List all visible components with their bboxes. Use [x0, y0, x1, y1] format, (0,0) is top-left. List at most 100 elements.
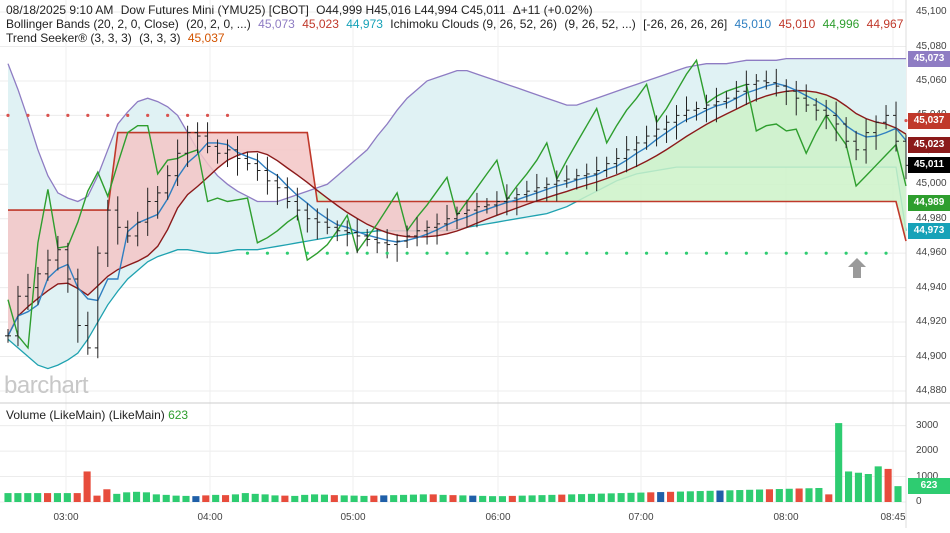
- bb-label: Bollinger Bands (20, 2, 0, Close): [6, 17, 179, 31]
- volume-bar: [607, 493, 615, 502]
- volume-bar: [172, 495, 180, 502]
- volume-bar: [24, 493, 32, 502]
- volume-bar: [726, 490, 734, 502]
- volume-label: Volume (LikeMain) (LikeMain) 623: [6, 408, 188, 422]
- price-badge: 45,011: [908, 157, 950, 174]
- ichimoku-label: Ichimoku Clouds (9, 26, 52, 26): [390, 17, 558, 31]
- volume-tick-label: 3000: [916, 419, 939, 431]
- trend-seeker-dot: [565, 251, 569, 255]
- ichimoku-cloud-red: [8, 132, 537, 336]
- volume-bar: [657, 492, 665, 502]
- trend-seeker-dot: [804, 251, 808, 255]
- trend-seeker-dot: [365, 251, 369, 255]
- ichimoku-cloud-green: [317, 90, 906, 242]
- time-tick-label: 08:45: [880, 512, 906, 523]
- ichimoku-value-4: 44,967: [866, 17, 904, 31]
- trend-seeker-dot: [445, 251, 449, 255]
- price-tick-label: 45,060: [916, 74, 947, 86]
- volume-bar: [587, 493, 595, 502]
- time-tick-label: 03:00: [53, 512, 79, 523]
- trend-seeker-dot: [884, 251, 888, 255]
- volume-bar: [508, 495, 516, 502]
- trend-seeker-dot: [126, 113, 130, 117]
- trend-seeker-dot: [664, 251, 669, 255]
- price-tick-label: 45,080: [916, 40, 947, 52]
- volume-bar: [4, 493, 12, 502]
- price-badge: 44,973: [908, 222, 950, 239]
- volume-tick-label: 0: [916, 496, 922, 507]
- volume-bar: [14, 493, 22, 502]
- time-tick-label: 08:00: [773, 512, 799, 523]
- price-badge: 44,989: [908, 195, 950, 212]
- bb-mid-value: 45,023: [302, 17, 339, 31]
- volume-bar: [281, 495, 289, 502]
- header-instrument: Dow Futures Mini (YMU25) [CBOT]: [120, 3, 309, 17]
- ichimoku-shift: [-26, 26, 26, 26]: [643, 17, 728, 31]
- bollinger-upper-line: [7, 57, 906, 203]
- volume-value: 623: [168, 408, 189, 422]
- trend-seeker-dot: [66, 113, 70, 117]
- volume-bar: [400, 494, 408, 502]
- price-tick-label: 44,920: [916, 316, 947, 328]
- volume-bar: [291, 495, 299, 502]
- volume-bar: [360, 495, 368, 502]
- volume-bar: [854, 472, 862, 502]
- price-tick-label: 44,900: [916, 350, 947, 362]
- volume-bar: [538, 495, 546, 502]
- trend-seeker-dot: [6, 113, 10, 117]
- trend-seeker-dot: [385, 251, 389, 255]
- volume-bar: [320, 494, 328, 502]
- volume-params: (LikeMain): [108, 408, 165, 422]
- trend-seeker-dot: [904, 118, 908, 123]
- volume-bar: [241, 493, 249, 502]
- price-tick-label: 44,880: [916, 384, 947, 396]
- trend-seeker-dot: [844, 251, 848, 255]
- trend-seeker-dot: [744, 251, 748, 255]
- ichimoku-value-2: 45,010: [778, 17, 816, 31]
- bb-upper-value: 45,073: [258, 17, 295, 31]
- header-line-3: Trend Seeker® (3, 3, 3) (3, 3, 3) 45,037: [6, 31, 229, 45]
- volume-bar: [311, 494, 319, 502]
- volume-bar: [805, 488, 813, 502]
- volume-bar: [558, 494, 566, 502]
- trend-seeker-dot: [505, 251, 509, 255]
- bb-params: (20, 2, 0, ...): [186, 17, 251, 31]
- volume-bar: [785, 488, 793, 502]
- volume-bar: [518, 495, 526, 502]
- volume-bar: [825, 494, 833, 502]
- price-tick-label: 44,960: [916, 247, 947, 259]
- volume-bar: [380, 495, 388, 502]
- volume-bar: [370, 495, 378, 502]
- volume-badge: 623: [908, 478, 950, 495]
- volume-bar: [765, 489, 773, 502]
- volume-bar: [113, 493, 121, 502]
- trend-seeker-dot: [644, 251, 649, 255]
- volume-bar: [696, 491, 704, 502]
- volume-bar: [133, 491, 141, 502]
- header-ohlc: O44,999 H45,016 L44,994 C45,011: [316, 3, 506, 17]
- arrow-up-icon: [848, 258, 866, 278]
- trend-seeker-dot: [245, 251, 250, 255]
- volume-bar: [874, 466, 882, 502]
- barchart-logo: barchart: [4, 372, 89, 399]
- volume-tick-label: 2000: [916, 445, 939, 457]
- trend-seeker-dot: [186, 113, 190, 117]
- volume-bar: [469, 495, 477, 502]
- volume-bar: [182, 495, 190, 502]
- volume-bar: [409, 494, 417, 502]
- trend-seeker-dot: [784, 251, 788, 255]
- price-tick-label: 45,100: [916, 6, 947, 18]
- trend-seeker-params: (3, 3, 3): [139, 31, 181, 45]
- volume-bar: [429, 494, 437, 502]
- trend-seeker-dot: [525, 251, 529, 255]
- trend-seeker-dot: [465, 251, 469, 255]
- volume-bar: [627, 492, 635, 502]
- volume-bar: [301, 494, 309, 502]
- volume-bar: [894, 486, 902, 502]
- trend-seeker-dot: [684, 251, 689, 255]
- price-badge: 45,037: [908, 112, 950, 129]
- ichimoku-value-1: 45,010: [734, 17, 772, 31]
- trend-seeker-dot: [704, 251, 709, 255]
- volume-bar: [83, 471, 91, 502]
